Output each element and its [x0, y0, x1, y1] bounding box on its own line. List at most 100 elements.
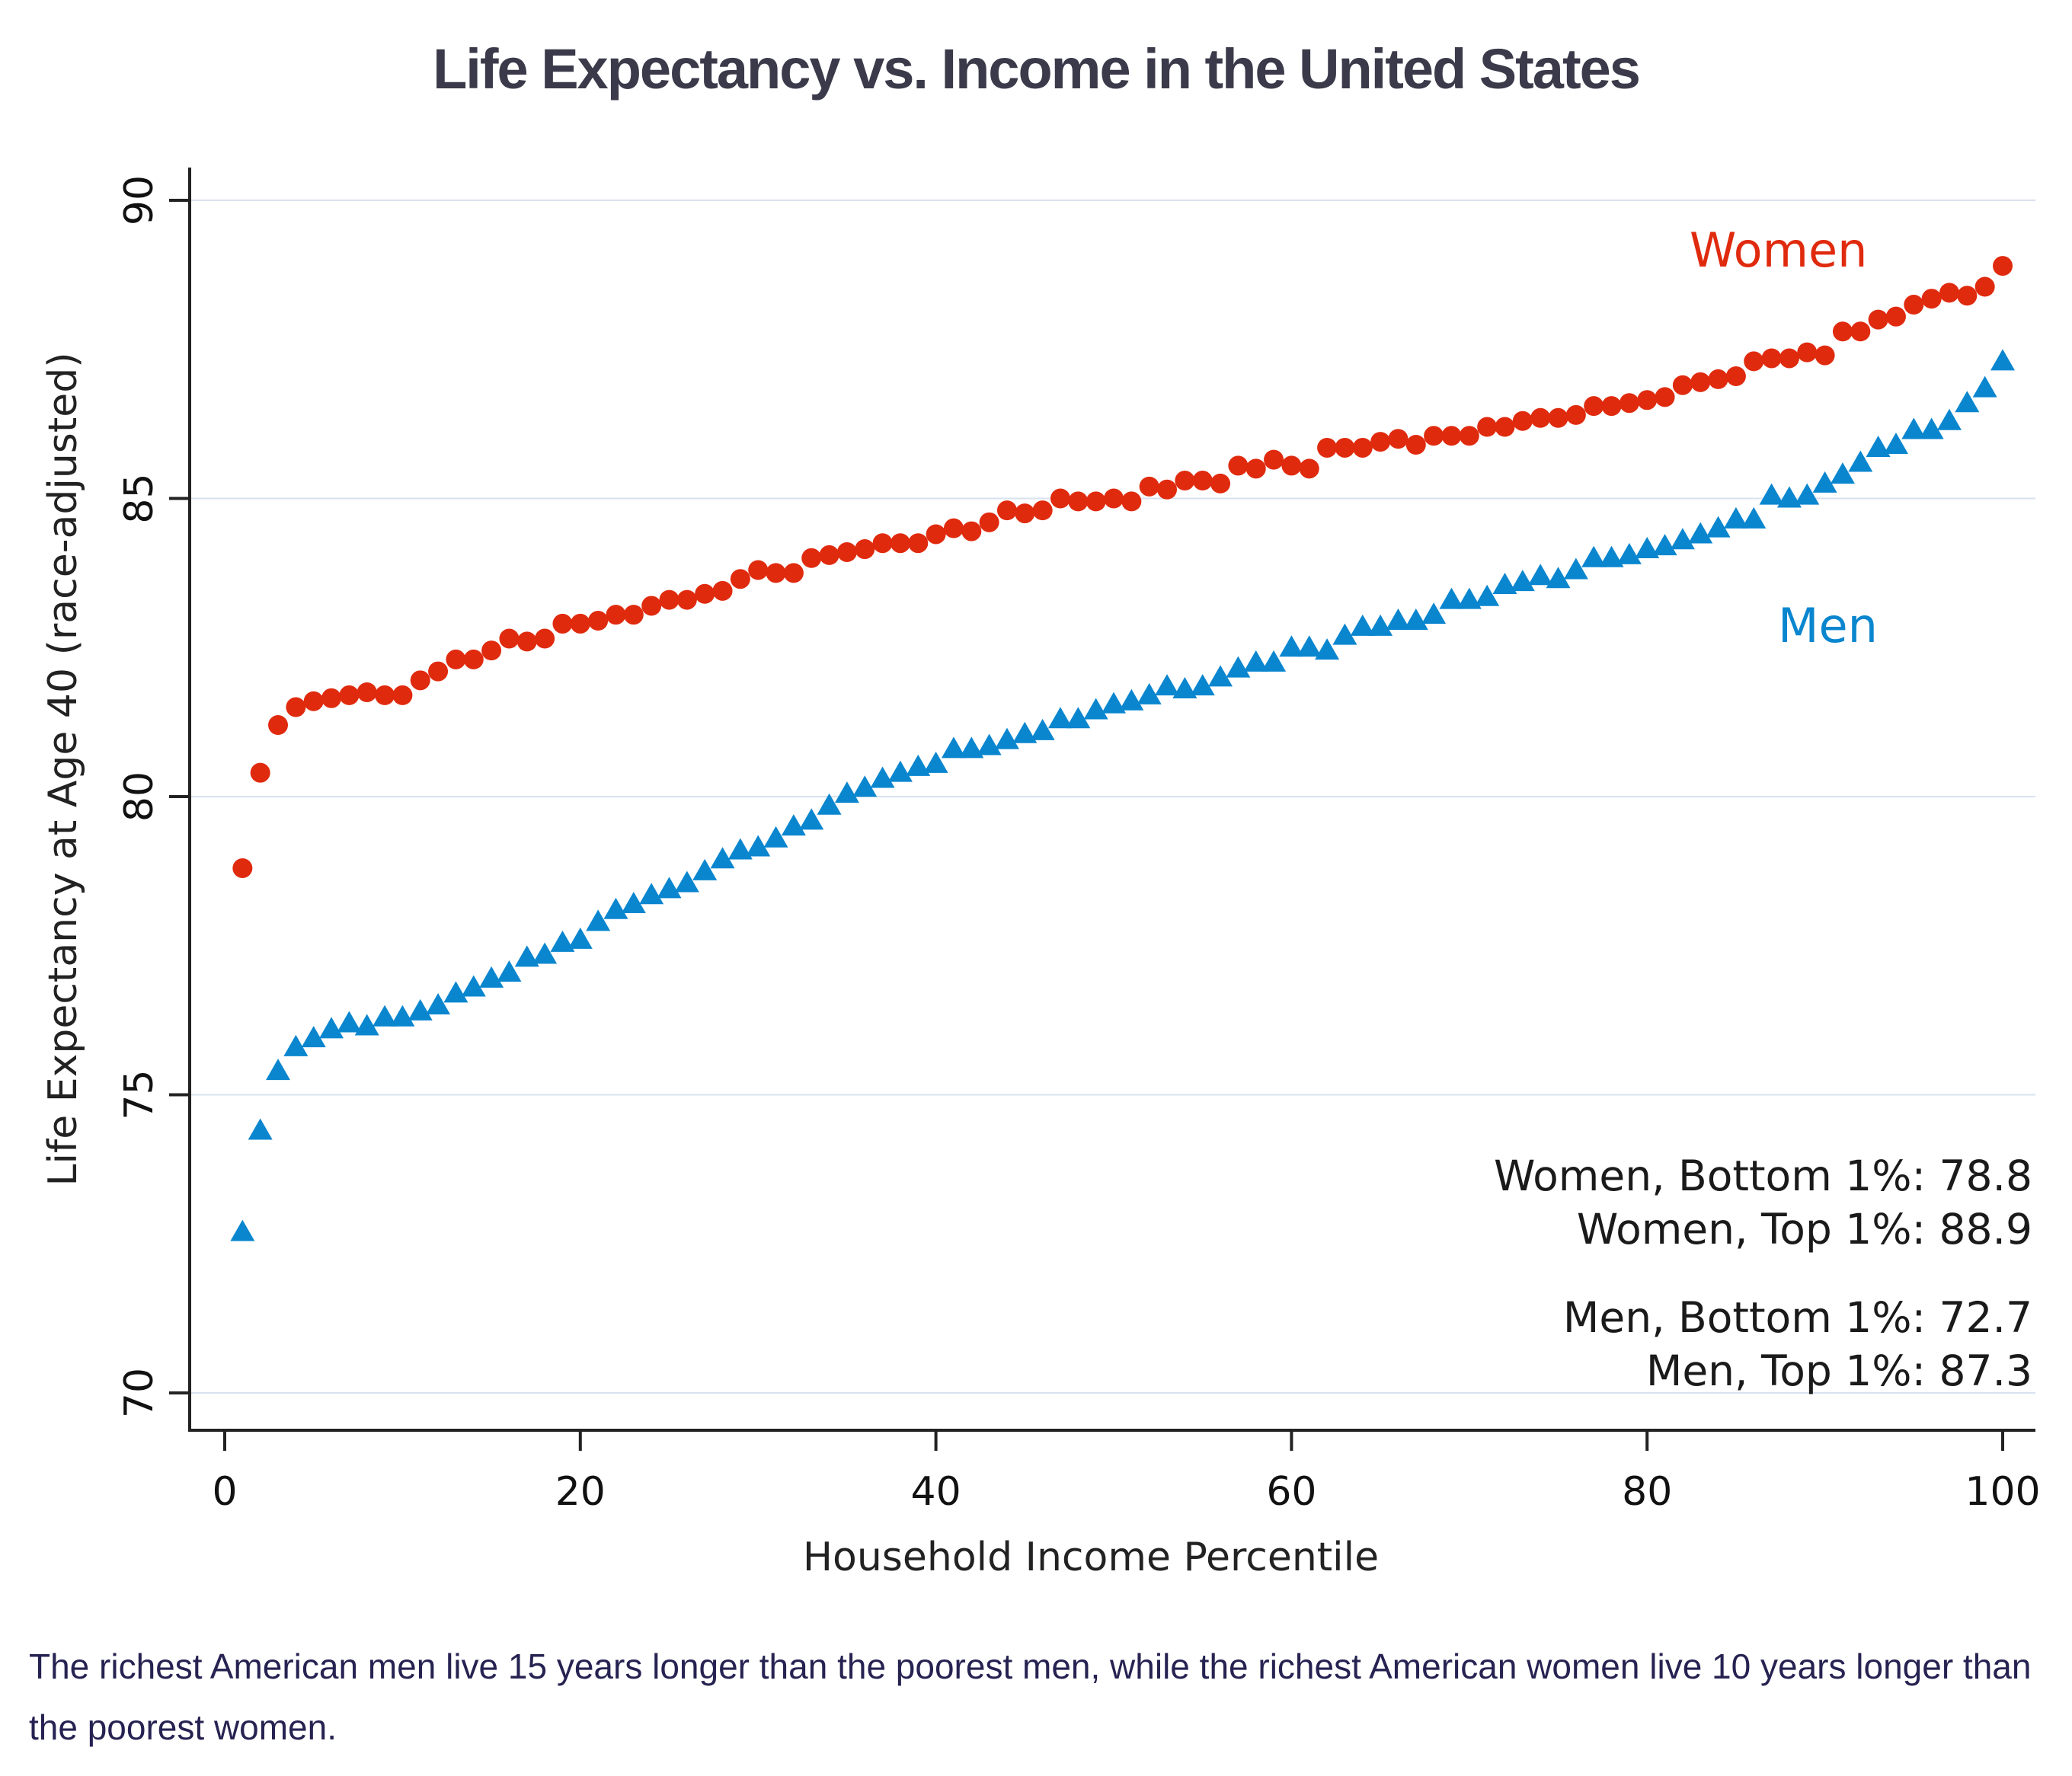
- women-point: [943, 518, 964, 538]
- men-point: [1456, 587, 1482, 609]
- women-point: [1299, 458, 1319, 479]
- women-point: [1281, 455, 1302, 476]
- women-point: [872, 533, 893, 554]
- men-point: [1332, 623, 1357, 645]
- men-point: [906, 754, 931, 776]
- women-point: [1317, 437, 1338, 458]
- men-point: [1083, 698, 1108, 720]
- women-point: [1441, 426, 1462, 446]
- women-series: [232, 256, 2013, 878]
- women-point: [1139, 476, 1159, 497]
- men-point: [408, 998, 433, 1021]
- men-point: [283, 1034, 309, 1056]
- x-tick-label: 20: [555, 1469, 606, 1515]
- men-point: [337, 1011, 362, 1033]
- x-axis-title: Household Income Percentile: [803, 1535, 1379, 1580]
- women-point: [1424, 426, 1444, 446]
- women-point: [446, 649, 466, 669]
- men-point: [1795, 483, 1820, 505]
- men-point: [479, 966, 504, 988]
- women-point: [1565, 404, 1586, 425]
- women-point: [1797, 342, 1818, 363]
- women-point: [357, 682, 377, 702]
- annotation-women-top: Women, Top 1%: 88.9: [1577, 1205, 2032, 1254]
- men-point: [1350, 614, 1375, 636]
- men-point: [1812, 471, 1837, 493]
- y-tick-label: 90: [117, 175, 162, 225]
- men-point: [870, 766, 895, 788]
- women-point: [1708, 369, 1728, 389]
- men-point: [1368, 614, 1393, 636]
- y-tick-label: 70: [117, 1368, 162, 1418]
- x-tick-label: 40: [911, 1469, 961, 1515]
- women-point: [1655, 387, 1675, 407]
- men-point: [1510, 570, 1535, 592]
- men-point: [1012, 721, 1038, 743]
- men-point: [532, 942, 558, 964]
- men-point: [1403, 609, 1428, 631]
- women-point: [659, 589, 679, 610]
- women-point: [535, 628, 555, 649]
- men-point: [1066, 707, 1091, 729]
- y-axis-title: Life Expectancy at Age 40 (race-adjusted…: [40, 352, 86, 1186]
- women-point: [1388, 429, 1409, 449]
- men-point: [1208, 665, 1233, 687]
- men-point: [1492, 573, 1517, 595]
- women-point: [748, 560, 769, 580]
- women-point: [1850, 321, 1871, 342]
- men-point: [1261, 650, 1287, 672]
- women-point: [1904, 295, 1924, 315]
- chart-caption: The richest American men live 15 years l…: [29, 1647, 2032, 1747]
- women-point: [730, 569, 750, 589]
- women-point: [1957, 286, 1978, 306]
- annotation-men-bottom: Men, Bottom 1%: 72.7: [1563, 1293, 2032, 1342]
- men-point: [657, 877, 682, 899]
- women-point: [996, 500, 1017, 521]
- men-point: [550, 930, 575, 952]
- men-point: [1226, 656, 1251, 678]
- men-point: [1635, 537, 1660, 559]
- women-point: [552, 613, 573, 634]
- men-point: [266, 1059, 291, 1081]
- women-point: [695, 583, 715, 604]
- men-point: [1172, 677, 1197, 699]
- women-point: [1832, 321, 1853, 342]
- men-point: [461, 975, 486, 997]
- men-series: [230, 349, 2015, 1241]
- men-point: [710, 847, 735, 869]
- men-point: [603, 897, 628, 919]
- women-point: [1459, 426, 1479, 446]
- y-tick-label: 85: [117, 473, 162, 523]
- men-point: [373, 1005, 398, 1027]
- annotation-women-bottom: Women, Bottom 1%: 78.8: [1494, 1152, 2032, 1200]
- men-point: [852, 775, 878, 797]
- men-point: [1155, 674, 1180, 696]
- women-point: [1068, 491, 1089, 512]
- men-point: [1955, 391, 1980, 413]
- x-tick-label: 100: [1965, 1469, 2040, 1515]
- men-point: [639, 883, 664, 905]
- men-point: [692, 858, 718, 880]
- women-point: [1157, 479, 1178, 500]
- men-point: [514, 945, 539, 967]
- men-point: [1599, 545, 1624, 567]
- men-point: [426, 993, 451, 1015]
- women-point: [1210, 473, 1231, 494]
- women-point: [1815, 345, 1835, 366]
- women-point: [1192, 471, 1213, 491]
- men-point: [586, 909, 611, 931]
- men-point: [497, 960, 522, 982]
- men-point: [1047, 707, 1073, 729]
- men-point: [1386, 609, 1411, 631]
- women-point: [1761, 348, 1782, 369]
- women-point: [1352, 437, 1373, 458]
- women-point: [712, 580, 733, 601]
- women-point: [1619, 393, 1639, 414]
- men-point: [1528, 564, 1553, 586]
- men-point: [230, 1219, 255, 1241]
- women-point: [890, 533, 910, 554]
- women-point: [1548, 407, 1568, 428]
- women-point: [588, 611, 609, 631]
- women-point: [908, 533, 929, 554]
- axes: [188, 168, 2035, 1432]
